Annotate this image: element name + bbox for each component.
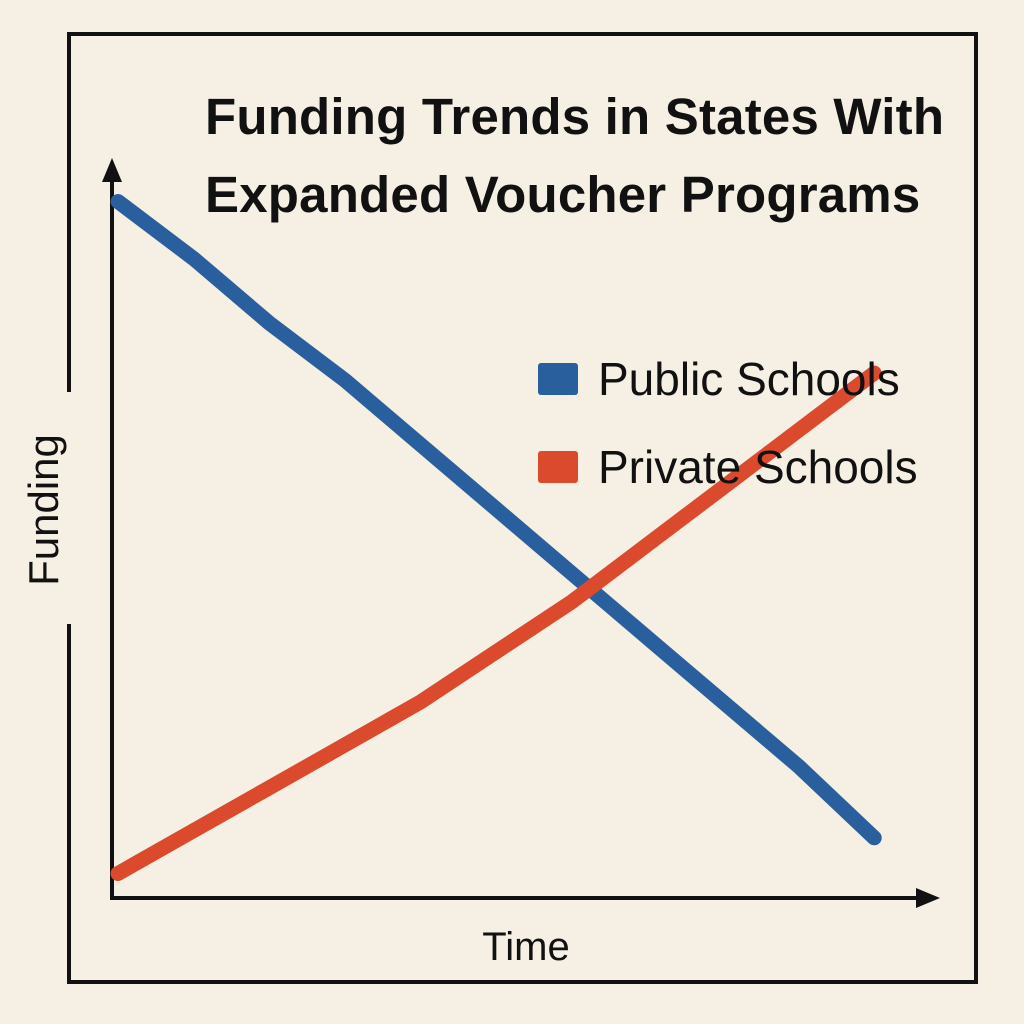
frame-gap bbox=[60, 392, 82, 624]
axes bbox=[102, 158, 940, 908]
legend-swatch-private-schools bbox=[538, 451, 578, 483]
legend-swatch-public-schools bbox=[538, 363, 578, 395]
series-line-private-schools bbox=[110, 365, 882, 881]
legend-item-public-schools: Public Schools bbox=[538, 352, 900, 406]
series-line-public-schools bbox=[110, 194, 882, 846]
x-axis-arrowhead bbox=[916, 888, 940, 908]
legend-label-private-schools: Private Schools bbox=[598, 441, 918, 493]
y-axis-arrowhead bbox=[102, 158, 122, 182]
chart-title: Funding Trends in States With Expanded V… bbox=[205, 88, 945, 223]
legend-label-public-schools: Public Schools bbox=[598, 353, 900, 405]
x-axis-label: Time bbox=[482, 925, 569, 969]
series-layer bbox=[110, 194, 882, 881]
y-axis-label: Funding bbox=[20, 434, 67, 586]
legend-item-private-schools: Private Schools bbox=[538, 440, 918, 494]
